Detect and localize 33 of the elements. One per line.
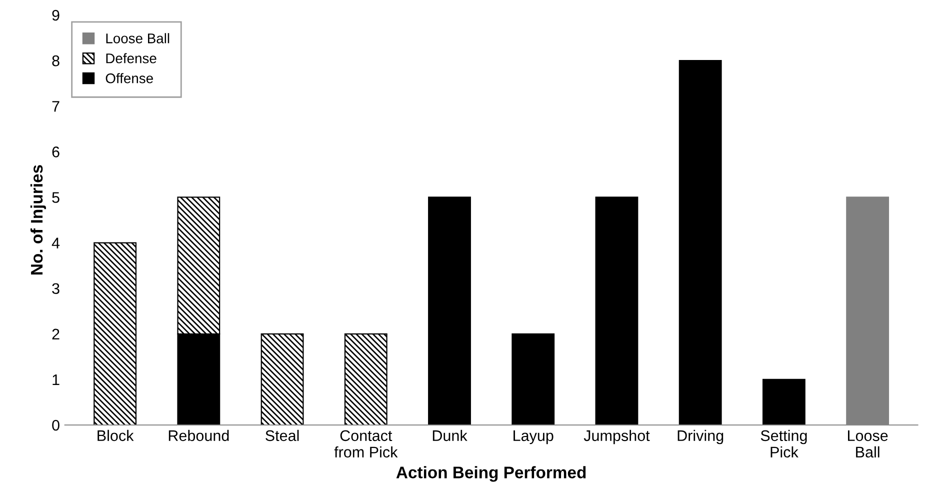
x-tick-label: Jumpshot xyxy=(584,430,650,444)
y-tick-label: 7 xyxy=(52,101,60,112)
legend-label: Loose Ball xyxy=(106,33,170,44)
x-tick-label: Layup xyxy=(514,430,554,444)
y-axis-title: No. of Injuries xyxy=(30,165,46,274)
x-axis-title: Action Being Performed xyxy=(396,466,586,482)
bar xyxy=(678,60,722,425)
x-tick-label: Rebound xyxy=(168,430,229,442)
y-tick-label: 9 xyxy=(52,10,60,21)
y-tick-label: 8 xyxy=(52,55,60,66)
y-tick-label: 6 xyxy=(52,146,60,158)
y-tick-label: 5 xyxy=(52,192,60,203)
bar xyxy=(428,196,471,425)
x-tick-label: Setting Pick xyxy=(760,430,807,458)
x-tick-label: Driving xyxy=(678,430,724,444)
legend-label: Offense xyxy=(106,73,153,84)
y-tick-label: 4 xyxy=(52,238,60,248)
y-tick-label: 2 xyxy=(52,328,60,340)
x-tick-label: Contact from Pick xyxy=(334,430,398,458)
bar xyxy=(762,378,806,425)
x-tick-label: Steal xyxy=(266,430,299,442)
y-tick-label: 0 xyxy=(52,420,60,431)
bar xyxy=(260,333,304,425)
y-tick-label: 1 xyxy=(52,374,60,385)
legend-label: Defense xyxy=(106,53,156,64)
x-tick-label: Dunk xyxy=(432,430,468,442)
bar xyxy=(595,196,638,425)
y-tick-label: 3 xyxy=(52,283,60,294)
x-tick-label: Block xyxy=(98,430,134,442)
bar xyxy=(94,242,137,425)
x-tick-label: Loose Ball xyxy=(848,430,888,458)
bar xyxy=(512,333,555,425)
bar xyxy=(344,333,388,425)
